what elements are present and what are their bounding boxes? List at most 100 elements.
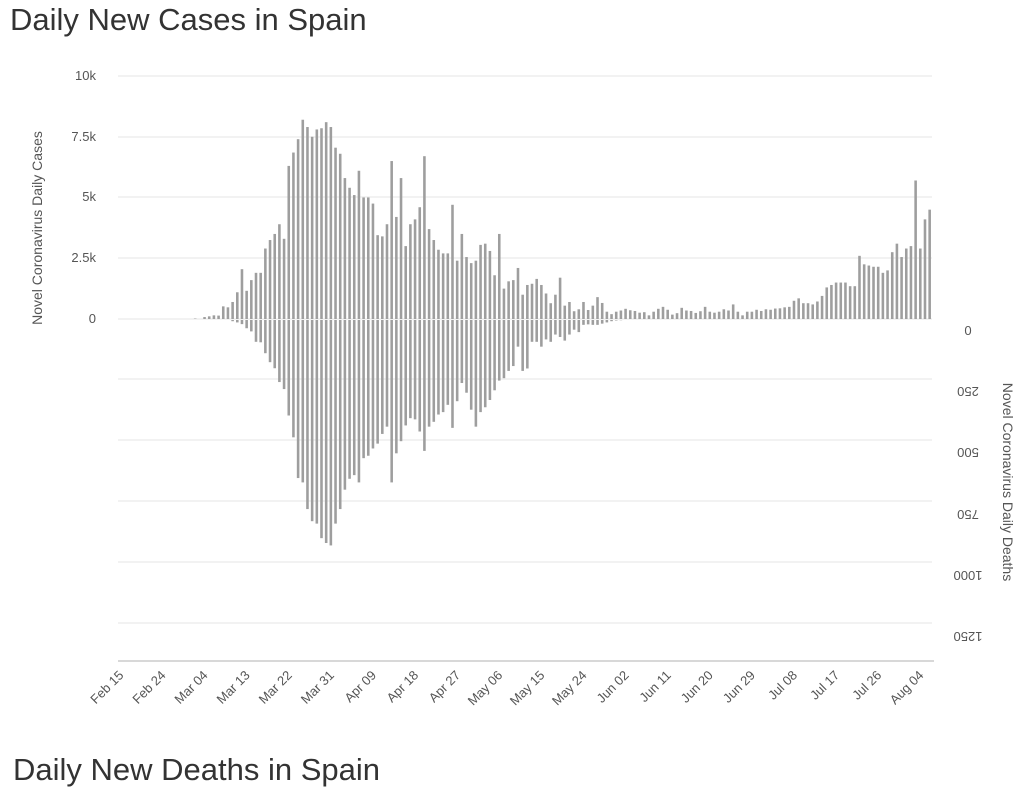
death-bar [437,320,440,415]
x-tick-label: Mar 22 [256,668,295,707]
case-bar [699,311,702,319]
case-bar [731,304,735,319]
death-bar [554,320,557,335]
death-bar [231,320,234,322]
case-bar [759,310,763,319]
case-bar [469,263,473,319]
y-axis-title: Novel Coronavirus Daily Cases [29,131,45,325]
case-bar [329,127,333,319]
case-bar [750,311,754,319]
case-bar [577,309,581,319]
x-tick-label: Jun 02 [593,668,631,706]
case-bar [549,303,553,319]
case-bar [324,122,328,319]
case-bar [703,306,707,319]
case-bar [638,312,641,319]
case-bar [413,219,417,319]
death-bar [493,320,496,391]
case-bar [465,257,468,319]
case-bar [315,129,319,319]
x-tick-label: Jun 20 [678,668,716,706]
case-bar [820,295,824,319]
case-bar [535,278,538,319]
gridlines [118,75,932,624]
case-bar [268,240,272,319]
case-bar [792,300,796,319]
death-bar [296,320,300,479]
case-bar [675,313,679,319]
case-bar [764,309,768,319]
cases-bars [193,119,931,320]
case-bar [348,187,351,319]
death-bar [390,320,393,483]
case-bar [334,147,337,319]
death-bar [282,320,286,390]
case-bar [872,266,875,319]
death-bar [264,320,267,354]
case-bar [727,310,730,319]
case-bar [568,301,571,319]
death-bar [236,320,239,323]
case-bar [643,312,646,319]
x-tick-labels: Feb 15 Feb 24 Mar 04 Mar 13 Mar 22 Mar 31 Apr … [87,668,926,709]
death-bar [385,320,389,427]
case-bar [493,275,496,319]
case-bar [736,311,740,319]
case-bar [259,272,262,319]
death-bar [240,320,244,325]
death-bar [306,320,309,510]
x-tick-label: Mar 04 [171,668,210,707]
death-bar [395,320,398,454]
case-bar [661,306,665,319]
death-bar [287,320,291,416]
x-tick-label: Jul 17 [807,668,842,703]
death-bar [460,320,464,384]
case-bar [236,292,239,319]
death-bar [418,320,422,432]
x-tick-label: May 24 [549,668,590,709]
x-tick-label: Aug 04 [887,668,927,708]
death-bar [320,320,323,539]
case-bar [624,308,627,319]
case-bar [306,127,309,319]
death-bar [507,320,510,371]
case-bar [423,156,426,319]
case-bar [540,284,543,319]
case-bar [381,236,384,319]
death-bar [404,320,407,426]
case-bar [385,224,389,319]
case-bar [366,197,370,319]
chart-title: Daily New Cases in Spain [10,2,367,37]
case-bar [404,246,407,319]
death-bar [273,320,277,369]
case-bar [773,308,777,319]
death-bar [334,320,337,524]
case-bar [797,298,800,319]
x-tick-label: Apr 18 [383,668,421,706]
death-bar [381,320,384,434]
y2-tick-label: 250 [957,384,979,399]
y2-tick-label: 1250 [954,629,983,644]
case-bar [919,248,922,319]
death-bar [455,320,459,402]
case-bar [605,311,609,319]
case-bar [788,306,791,319]
death-bar [530,320,534,342]
case-bar [502,288,506,319]
y2-tick-labels: 0 250 500 750 1000 1250 [954,323,983,644]
x-tick-label: Mar 13 [214,668,253,707]
case-bar [497,233,501,319]
case-bar [816,301,819,319]
case-bar [848,286,852,319]
x-tick-label: Mar 31 [298,668,337,707]
y2-tick-label: 750 [957,507,979,522]
case-bar [802,303,805,319]
death-bar [596,320,599,325]
x-tick-label: Apr 09 [341,668,379,706]
case-bar [390,161,393,319]
death-bar [409,320,412,419]
death-bar [292,320,295,438]
case-bar [231,301,234,319]
death-bar [610,320,613,322]
death-bar [371,320,375,449]
